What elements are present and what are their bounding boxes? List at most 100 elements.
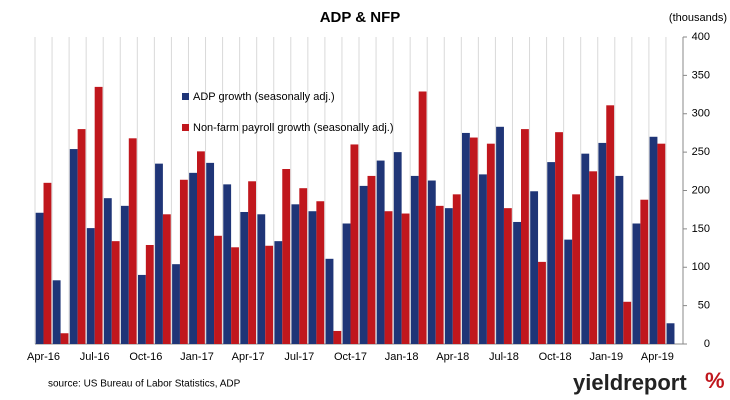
bar [589,171,598,344]
x-tick-label: Apr-18 [436,351,469,363]
bar [325,258,334,344]
bar [282,169,291,344]
bar [486,143,495,344]
bar [496,126,504,344]
x-tick-label: Jul-16 [80,351,110,363]
bar [547,162,556,344]
bar [60,333,69,344]
y-tick-label: 250 [692,146,710,158]
x-tick-label: Jan-19 [589,351,623,363]
bar [240,211,249,344]
bar [35,212,44,344]
bar [564,239,573,344]
x-tick-label: Apr-16 [27,351,60,363]
x-tick-label: Oct-16 [129,351,162,363]
x-tick-label: Jan-18 [385,351,419,363]
bar [503,208,512,344]
bar [308,211,317,344]
bar [248,181,257,344]
legend-label: ADP growth (seasonally adj.) [193,91,335,103]
y-tick-label: 50 [698,300,710,312]
bar [444,208,453,344]
source: source: US Bureau of Labor Statistics, A… [48,379,241,390]
bar [214,235,222,344]
legend-label: Non-farm payroll growth (seasonally adj.… [193,122,394,134]
legend-swatch [182,124,189,131]
bar [350,144,359,344]
bar [291,204,300,344]
bar [427,180,436,344]
y-tick-label: 400 [692,31,710,43]
x-tick-label: Oct-17 [334,351,367,363]
y-tick-label: 200 [692,184,710,196]
y-tick-label: 100 [692,261,710,273]
bar [401,213,410,344]
bar [172,264,180,344]
bar [333,330,342,344]
bar [598,142,607,344]
bar [538,261,546,344]
bar [162,214,171,344]
bar [103,198,112,344]
y-tick-label: 350 [692,69,710,81]
bar [145,244,154,344]
bar [452,194,461,344]
bar [342,223,351,344]
bar [479,174,487,344]
bar [206,162,215,344]
bar [223,184,232,344]
bar [581,153,590,344]
bar [469,137,478,344]
logo: yieldreport [573,370,687,395]
y-tick-label: 300 [692,108,710,120]
legend-swatch [182,93,189,100]
bar [179,179,188,344]
x-tick-label: Jul-17 [284,351,314,363]
bar [521,129,529,344]
x-tick-label: Jan-17 [180,351,214,363]
bar [137,274,146,344]
bar [640,199,649,344]
bar [128,138,137,344]
bar [461,132,470,344]
bar [231,247,239,344]
y-tick-label: 0 [704,338,710,350]
bar [623,301,632,344]
bar [410,175,419,344]
chart-title: ADP & NFP [320,9,401,26]
bar [197,151,205,344]
bar [615,175,624,344]
logo-symbol: % [705,368,725,393]
bar [69,149,78,344]
bar [359,185,368,344]
bar [316,201,325,344]
bar [43,182,52,344]
bar [111,241,120,344]
bar [155,163,163,344]
bar [418,91,427,345]
bar [94,86,103,344]
bar [393,152,402,344]
bar [435,205,444,344]
x-tick-label: Oct-18 [539,351,572,363]
bar [274,241,283,344]
bar [657,143,666,344]
bar [367,175,376,344]
x-tick-label: Jul-18 [489,351,519,363]
bar [257,214,266,344]
bar [189,172,197,344]
bar [86,228,95,344]
bar [265,245,274,344]
bar [606,105,615,345]
bar [384,211,393,344]
bar [572,194,581,344]
bar [530,191,539,344]
x-tick-label: Apr-19 [641,351,674,363]
bar [632,223,641,344]
bar [555,132,563,344]
bar [376,160,385,344]
bar [299,188,308,344]
x-tick-label: Apr-17 [232,351,265,363]
bar [52,280,61,344]
